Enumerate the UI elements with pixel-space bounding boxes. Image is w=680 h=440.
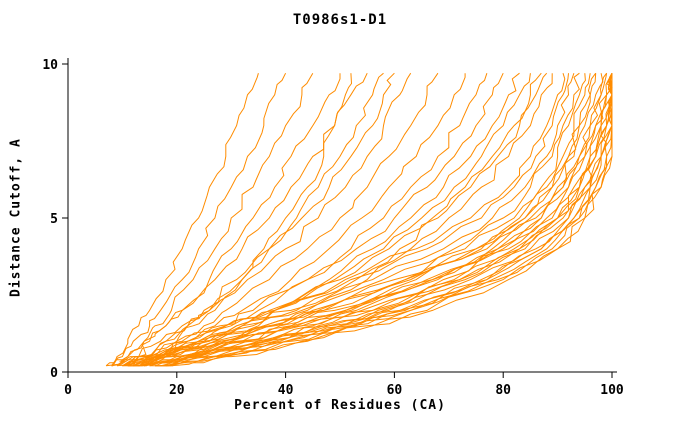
model-curve (111, 73, 569, 367)
x-axis-label: Percent of Residues (CA) (234, 398, 446, 413)
model-curve (122, 73, 341, 367)
model-curve (138, 72, 607, 367)
x-tick-label: 100 (600, 383, 624, 398)
model-curve (171, 73, 613, 367)
chart-title: T0986s1-D1 (292, 12, 388, 28)
model-curve (160, 73, 613, 367)
model-curve (127, 72, 439, 367)
model-curve (105, 73, 259, 367)
model-curve (149, 72, 613, 367)
model-curve (132, 72, 384, 367)
model-curve (116, 72, 314, 367)
model-curve (144, 72, 613, 367)
model-curve (160, 73, 613, 367)
model-curve (111, 72, 287, 367)
model-curve (122, 73, 604, 367)
x-tick-label: 60 (387, 383, 403, 398)
model-curve (149, 72, 548, 367)
x-tick-label: 0 (64, 383, 72, 398)
model-curve (122, 72, 580, 367)
x-tick-label: 80 (495, 383, 511, 398)
y-tick-label: 5 (50, 212, 58, 227)
model-curve (116, 73, 575, 367)
x-tick-label: 40 (278, 383, 294, 398)
y-tick-label: 0 (50, 366, 58, 381)
y-tick-label: 10 (42, 58, 58, 73)
model-curve (106, 73, 566, 367)
model-curve (155, 73, 613, 367)
model-curve (122, 72, 395, 367)
model-curve (155, 73, 613, 367)
x-tick-label: 20 (169, 383, 185, 398)
model-curve (122, 72, 412, 367)
model-curve (122, 73, 597, 367)
model-curve (138, 73, 608, 367)
model-curve (138, 72, 613, 367)
